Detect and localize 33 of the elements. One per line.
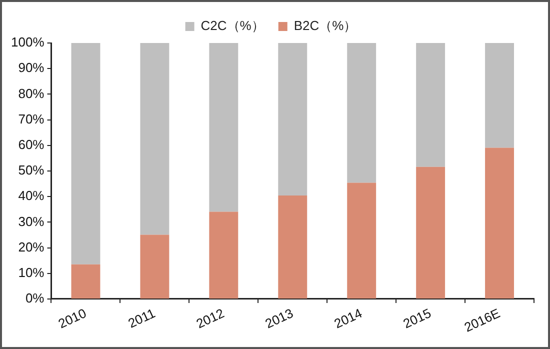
y-tick-label: 50% bbox=[18, 162, 45, 178]
y-tick-label: 20% bbox=[18, 239, 45, 254]
y-tick-label: 0% bbox=[25, 290, 45, 306]
y-tick-label: 30% bbox=[18, 214, 45, 229]
bar bbox=[71, 264, 100, 298]
x-tick-label: 2013 bbox=[262, 305, 296, 332]
bar bbox=[485, 148, 514, 298]
bar bbox=[278, 196, 308, 298]
bar bbox=[140, 234, 170, 298]
bar bbox=[209, 212, 238, 298]
y-tick-label: 60% bbox=[18, 136, 45, 152]
x-tick-label: 2014 bbox=[332, 305, 364, 332]
y-tick-label: 10% bbox=[18, 264, 45, 280]
y-tick-label: 70% bbox=[18, 111, 45, 126]
bar bbox=[416, 43, 446, 167]
y-tick-label: 100% bbox=[11, 34, 45, 50]
x-tick-label: 2010 bbox=[56, 305, 89, 332]
bar bbox=[347, 43, 376, 183]
bar bbox=[347, 182, 376, 298]
y-tick-label: 90% bbox=[18, 60, 45, 76]
legend-label: B2C（%） bbox=[294, 18, 357, 34]
bar bbox=[209, 43, 238, 212]
bar bbox=[485, 43, 514, 148]
bar bbox=[71, 43, 100, 264]
x-tick-label: 2011 bbox=[126, 305, 158, 331]
bar bbox=[416, 166, 446, 298]
y-tick-label: 40% bbox=[18, 188, 45, 204]
y-tick-label: 80% bbox=[18, 86, 45, 101]
x-tick-label: 2015 bbox=[400, 305, 434, 332]
x-tick-label: 2012 bbox=[194, 305, 226, 332]
legend-label: C2C（%） bbox=[200, 18, 264, 34]
bar bbox=[278, 43, 308, 196]
bar bbox=[140, 43, 170, 235]
